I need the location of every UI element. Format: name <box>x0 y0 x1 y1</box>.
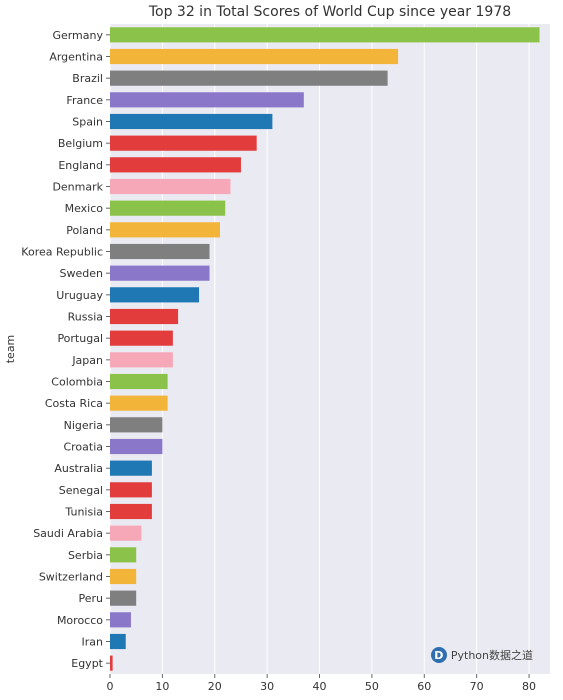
x-tick-label: 20 <box>208 680 222 693</box>
bar <box>110 92 304 107</box>
x-tick-label: 60 <box>417 680 431 693</box>
bar <box>110 266 210 281</box>
horizontal-bar-chart: 0 10 20 30 40 50 60 70 80 Germany Argentina Brazil F… <box>0 0 563 700</box>
watermark-text: Python数据之道 <box>451 647 533 663</box>
y-tick-label: Sweden <box>60 267 103 280</box>
x-tick-label: 10 <box>155 680 169 693</box>
y-tick-label: Brazil <box>72 72 103 85</box>
bar <box>110 504 152 519</box>
bar <box>110 157 241 172</box>
y-tick-label: Belgium <box>58 137 103 150</box>
y-tick-label: Japan <box>71 354 103 367</box>
y-tick-label: Argentina <box>49 51 103 64</box>
y-tick-label: France <box>66 94 103 107</box>
y-tick-label: Serbia <box>68 549 103 562</box>
y-tick-label: Switzerland <box>39 571 103 584</box>
x-tick-label: 30 <box>260 680 274 693</box>
bar <box>110 417 162 432</box>
bar <box>110 656 113 671</box>
chart-container: 0 10 20 30 40 50 60 70 80 Germany Argentina Brazil F… <box>0 0 563 700</box>
bar <box>110 331 173 346</box>
watermark-badge: D <box>431 647 447 663</box>
bar <box>110 49 398 64</box>
y-tick-label: Peru <box>78 592 103 605</box>
bar <box>110 482 152 497</box>
bar <box>110 71 388 86</box>
x-tick-label: 0 <box>107 680 114 693</box>
bar <box>110 201 225 216</box>
y-axis-label: team <box>4 335 17 364</box>
bar <box>110 547 136 562</box>
y-tick-label: Iran <box>82 636 104 649</box>
bar <box>110 396 168 411</box>
x-tick-label: 50 <box>365 680 379 693</box>
y-tick-label: Australia <box>54 462 103 475</box>
y-tick-label: Portugal <box>57 332 103 345</box>
y-tick-label: Egypt <box>71 657 103 670</box>
bar <box>110 461 152 476</box>
y-tick-label: Saudi Arabia <box>33 527 103 540</box>
x-tick-label: 40 <box>313 680 327 693</box>
bar <box>110 352 173 367</box>
y-tick-label: Russia <box>68 311 103 324</box>
y-tick-label: Colombia <box>51 376 103 389</box>
y-tick-label: Nigeria <box>64 419 103 432</box>
x-tick-label: 70 <box>470 680 484 693</box>
bar <box>110 439 162 454</box>
bar <box>110 114 272 129</box>
watermark: D Python数据之道 <box>431 647 533 663</box>
y-tick-label: Mexico <box>65 202 104 215</box>
y-tick-label: Germany <box>52 29 103 42</box>
bar <box>110 526 141 541</box>
bar <box>110 287 199 302</box>
bar <box>110 244 210 259</box>
bar <box>110 374 168 389</box>
y-tick-label: England <box>58 159 103 172</box>
y-tick-label: Poland <box>66 224 103 237</box>
y-tick-label: Tunisia <box>64 506 103 519</box>
bar <box>110 612 131 627</box>
y-tick-label: Denmark <box>52 181 103 194</box>
bar <box>110 179 230 194</box>
bar <box>110 309 178 324</box>
bar <box>110 591 136 606</box>
y-tick-label: Senegal <box>59 484 103 497</box>
bar <box>110 569 136 584</box>
y-tick-label: Croatia <box>63 441 103 454</box>
y-tick-label: Korea Republic <box>21 246 103 259</box>
bar <box>110 27 540 42</box>
y-tick-label: Uruguay <box>56 289 103 302</box>
bar <box>110 222 220 237</box>
y-tick-label: Costa Rica <box>45 397 103 410</box>
x-tick-label: 80 <box>522 680 536 693</box>
bar <box>110 634 126 649</box>
y-tick-label: Morocco <box>57 614 103 627</box>
chart-title: Top 32 in Total Scores of World Cup sinc… <box>148 4 511 20</box>
y-tick-label: Spain <box>72 116 103 129</box>
bar <box>110 136 257 151</box>
